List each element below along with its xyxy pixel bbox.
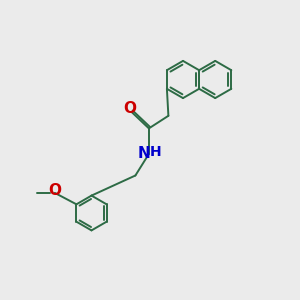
Text: O: O: [124, 100, 136, 116]
Text: O: O: [48, 183, 61, 198]
Text: H: H: [150, 145, 161, 158]
Text: N: N: [138, 146, 151, 161]
